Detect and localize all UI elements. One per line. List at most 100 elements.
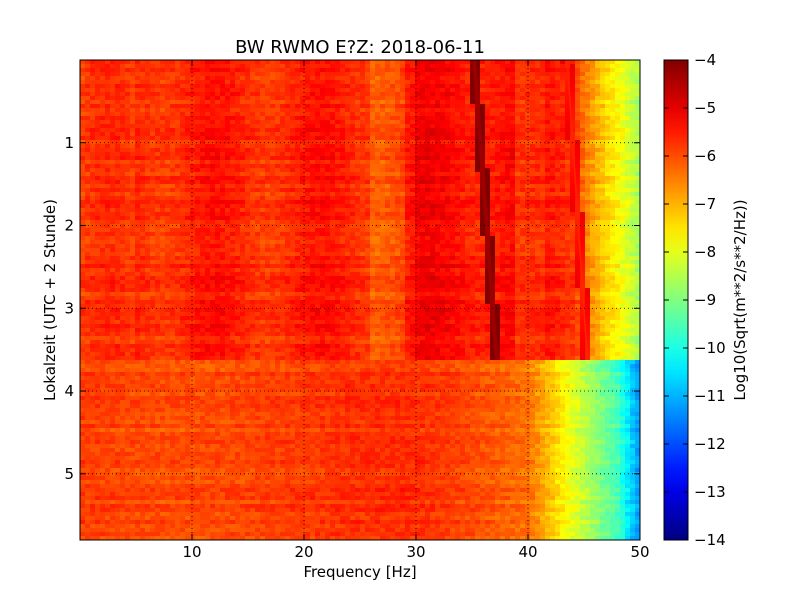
- heatmap-cell: [200, 136, 206, 141]
- heatmap-cell: [215, 124, 221, 129]
- heatmap-cell: [215, 128, 221, 133]
- heatmap-cell: [230, 136, 236, 141]
- heatmap-cell: [495, 152, 501, 157]
- heatmap-cell: [380, 232, 386, 237]
- heatmap-cell: [490, 192, 496, 197]
- heatmap-cell: [495, 224, 501, 229]
- heatmap-cell: [240, 140, 246, 145]
- heatmap-cell: [390, 100, 396, 105]
- heatmap-cell: [200, 160, 206, 165]
- heatmap-cell: [215, 152, 221, 157]
- heatmap-cell: [505, 204, 511, 209]
- heatmap-cell: [170, 212, 176, 217]
- heatmap-cell: [400, 72, 406, 77]
- heatmap-cell: [115, 192, 121, 197]
- heatmap-cell: [235, 220, 241, 225]
- heatmap-cell: [95, 88, 101, 93]
- heatmap-cell: [160, 160, 166, 165]
- heatmap-cell: [510, 128, 516, 133]
- heatmap-cell: [625, 148, 631, 153]
- heatmap-cell: [150, 164, 156, 169]
- heatmap-cell: [425, 164, 431, 169]
- heatmap-cell: [120, 160, 126, 165]
- heatmap-cell: [285, 208, 291, 213]
- heatmap-cell: [585, 60, 591, 65]
- heatmap-cell: [395, 120, 401, 125]
- heatmap-cell: [405, 156, 411, 161]
- heatmap-cell: [255, 196, 261, 201]
- heatmap-cell: [175, 148, 181, 153]
- heatmap-cell: [230, 72, 236, 77]
- heatmap-cell: [250, 192, 256, 197]
- heatmap-cell: [365, 92, 371, 97]
- heatmap-cell: [85, 224, 91, 229]
- heatmap-cell: [435, 224, 441, 229]
- heatmap-cell: [160, 112, 166, 117]
- heatmap-cell: [545, 124, 551, 129]
- heatmap-cell: [370, 124, 376, 129]
- heatmap-cell: [545, 84, 551, 89]
- heatmap-cell: [360, 236, 366, 241]
- heatmap-cell: [495, 200, 501, 205]
- heatmap-cell: [115, 80, 121, 85]
- heatmap-cell: [500, 200, 506, 205]
- heatmap-cell: [110, 196, 116, 201]
- heatmap-cell: [150, 120, 156, 125]
- heatmap-cell: [405, 68, 411, 73]
- heatmap-cell: [230, 188, 236, 193]
- heatmap-cell: [605, 120, 611, 125]
- heatmap-cell: [565, 180, 571, 185]
- heatmap-cell: [330, 108, 336, 113]
- heatmap-cell: [110, 236, 116, 241]
- heatmap-cell: [550, 108, 556, 113]
- heatmap-cell: [140, 204, 146, 209]
- heatmap-cell: [515, 144, 521, 149]
- heatmap-cell: [95, 132, 101, 137]
- heatmap-cell: [310, 204, 316, 209]
- heatmap-cell: [420, 60, 426, 65]
- heatmap-cell: [155, 156, 161, 161]
- heatmap-cell: [580, 160, 586, 165]
- heatmap-cell: [590, 160, 596, 165]
- heatmap-cell: [545, 112, 551, 117]
- heatmap-cell: [535, 124, 541, 129]
- heatmap-cell: [580, 220, 586, 225]
- heatmap-cell: [370, 96, 376, 101]
- heatmap-cell: [495, 216, 501, 221]
- heatmap-cell: [480, 100, 486, 105]
- heatmap-cell: [570, 128, 576, 133]
- heatmap-cell: [315, 232, 321, 237]
- heatmap-cell: [105, 140, 111, 145]
- heatmap-cell: [540, 84, 546, 89]
- heatmap-cell: [100, 124, 106, 129]
- heatmap-cell: [390, 220, 396, 225]
- heatmap-cell: [210, 100, 216, 105]
- heatmap-cell: [525, 204, 531, 209]
- heatmap-cell: [290, 208, 296, 213]
- heatmap-cell: [600, 216, 606, 221]
- heatmap-cell: [100, 84, 106, 89]
- heatmap-cell: [110, 232, 116, 237]
- heatmap-cell: [605, 220, 611, 225]
- heatmap-cell: [330, 132, 336, 137]
- heatmap-cell: [105, 68, 111, 73]
- heatmap-cell: [320, 136, 326, 141]
- heatmap-cell: [390, 168, 396, 173]
- heatmap-cell: [635, 112, 640, 117]
- heatmap-cell: [510, 208, 516, 213]
- heatmap-cell: [530, 152, 536, 157]
- heatmap-cell: [580, 84, 586, 89]
- heatmap-cell: [130, 140, 136, 145]
- heatmap-cell: [420, 148, 426, 153]
- heatmap-cell: [400, 120, 406, 125]
- heatmap-cell: [575, 180, 581, 185]
- heatmap-cell: [420, 92, 426, 97]
- heatmap-cell: [305, 132, 311, 137]
- heatmap-cell: [300, 196, 306, 201]
- heatmap-cell: [365, 84, 371, 89]
- heatmap-cell: [295, 64, 301, 69]
- heatmap-cell: [210, 232, 216, 237]
- heatmap-cell: [110, 160, 116, 165]
- heatmap-cell: [535, 120, 541, 125]
- heatmap-cell: [240, 180, 246, 185]
